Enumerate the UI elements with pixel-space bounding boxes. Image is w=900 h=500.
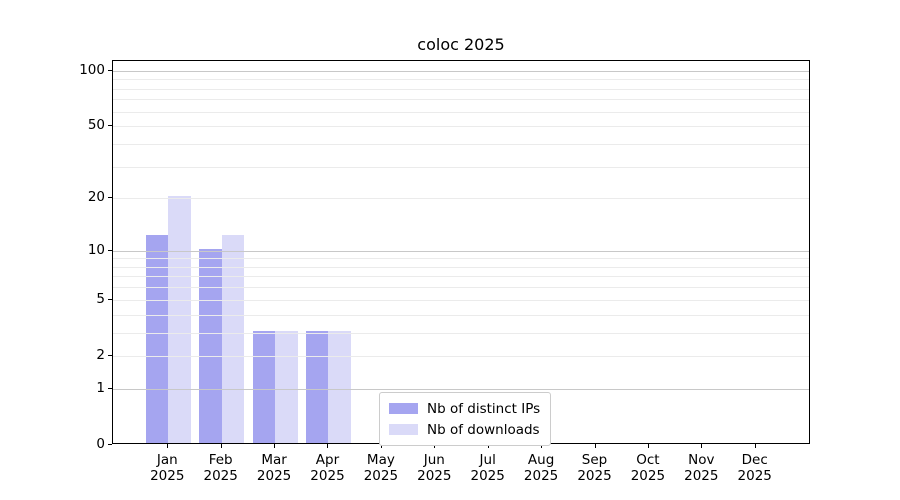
legend-label: Nb of downloads bbox=[427, 421, 540, 438]
bar-downloads-jan bbox=[168, 196, 191, 443]
bar-downloads-mar bbox=[275, 330, 298, 443]
y-tick-label: 20 bbox=[87, 189, 105, 206]
y-tick-label: 0 bbox=[96, 436, 105, 452]
minor-gridline bbox=[113, 314, 809, 316]
x-tick-label: Dec 2025 bbox=[737, 452, 772, 484]
x-tick-label: May 2025 bbox=[363, 452, 399, 484]
minor-gridline bbox=[113, 276, 809, 278]
minor-gridline bbox=[113, 266, 809, 268]
bar-downloads-apr bbox=[328, 330, 351, 443]
plot-area bbox=[112, 60, 810, 444]
minor-gridline bbox=[113, 166, 809, 168]
minor-gridline bbox=[113, 258, 809, 260]
x-tick-mark bbox=[541, 444, 543, 448]
y-tick-mark bbox=[108, 249, 112, 251]
x-tick-label: Sep 2025 bbox=[577, 452, 612, 484]
x-tick-mark bbox=[647, 444, 649, 448]
minor-gridline bbox=[113, 111, 809, 113]
bar-distinct-ips-mar bbox=[252, 330, 276, 443]
x-tick-mark bbox=[274, 444, 276, 448]
minor-gridline bbox=[113, 79, 809, 81]
x-tick-label: Apr 2025 bbox=[310, 452, 345, 484]
x-tick-label: Feb 2025 bbox=[203, 452, 238, 484]
legend-item: Nb of distinct IPs bbox=[389, 398, 540, 419]
minor-gridline bbox=[113, 143, 809, 145]
y-tick-mark bbox=[108, 444, 112, 445]
x-tick-mark bbox=[754, 444, 756, 448]
minor-gridline bbox=[113, 332, 809, 334]
bar-distinct-ips-jan bbox=[145, 235, 169, 443]
legend: Nb of distinct IPs Nb of downloads bbox=[379, 392, 552, 446]
y-tick-mark bbox=[108, 387, 112, 389]
x-tick-mark bbox=[434, 444, 436, 448]
x-tick-mark bbox=[701, 444, 703, 448]
x-tick-mark bbox=[487, 444, 489, 448]
x-tick-mark bbox=[220, 444, 222, 448]
x-tick-mark bbox=[380, 444, 382, 448]
y-tick-mark bbox=[108, 125, 112, 127]
legend-item: Nb of downloads bbox=[389, 419, 540, 440]
x-tick-label: Jul 2025 bbox=[470, 452, 505, 484]
major-gridline bbox=[113, 70, 809, 72]
x-tick-label: Aug 2025 bbox=[523, 452, 559, 484]
y-tick-label: 1 bbox=[96, 379, 105, 396]
minor-gridline bbox=[113, 88, 809, 90]
major-gridline bbox=[113, 250, 809, 252]
minor-gridline bbox=[113, 126, 809, 128]
legend-label: Nb of distinct IPs bbox=[427, 400, 541, 417]
minor-gridline bbox=[113, 299, 809, 301]
x-tick-label: Jun 2025 bbox=[417, 452, 452, 484]
bar-downloads-feb bbox=[221, 235, 245, 443]
legend-swatch bbox=[389, 403, 418, 414]
y-tick-label: 2 bbox=[96, 346, 105, 363]
y-tick-mark bbox=[108, 354, 112, 356]
x-tick-label: Jan 2025 bbox=[150, 452, 185, 484]
bar-distinct-ips-apr bbox=[306, 330, 329, 443]
minor-gridline bbox=[113, 287, 809, 289]
y-tick-mark bbox=[108, 69, 112, 71]
chart-title: coloc 2025 bbox=[417, 35, 505, 54]
x-tick-mark bbox=[594, 444, 596, 448]
x-tick-label: Nov 2025 bbox=[684, 452, 719, 484]
minor-gridline bbox=[113, 99, 809, 101]
y-tick-label: 5 bbox=[96, 290, 105, 307]
y-tick-label: 100 bbox=[79, 61, 105, 78]
bar-distinct-ips-feb bbox=[199, 248, 222, 443]
y-tick-label: 50 bbox=[87, 117, 105, 134]
minor-gridline bbox=[113, 355, 809, 357]
x-tick-mark bbox=[327, 444, 329, 448]
y-tick-mark bbox=[108, 298, 112, 300]
x-tick-label: Oct 2025 bbox=[630, 452, 666, 484]
x-tick-label: Mar 2025 bbox=[256, 452, 292, 484]
y-tick-mark bbox=[108, 197, 112, 199]
minor-gridline bbox=[113, 198, 809, 200]
x-tick-mark bbox=[167, 444, 169, 448]
y-tick-label: 10 bbox=[87, 241, 105, 258]
legend-swatch bbox=[389, 424, 418, 435]
major-gridline bbox=[113, 388, 809, 390]
